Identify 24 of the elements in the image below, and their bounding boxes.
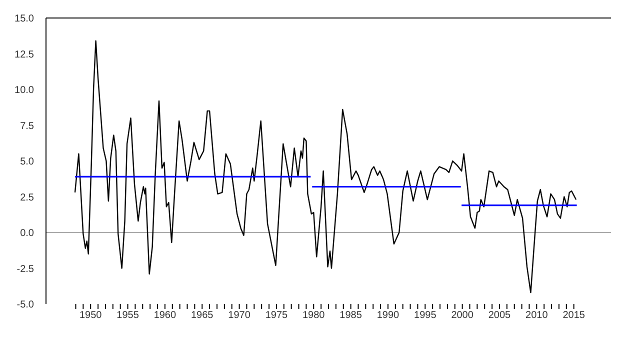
y-tick-label: -5.0	[16, 300, 34, 311]
x-tick-label: 1985	[340, 310, 362, 322]
x-tick-label: 1950	[79, 310, 102, 322]
y-tick-label: 5.0	[20, 156, 34, 168]
y-tick-label: 2.5	[20, 192, 34, 204]
y-tick-label: 10.0	[14, 85, 34, 96]
x-tick-label: 2005	[488, 310, 512, 322]
x-tick-label: 1980	[302, 310, 326, 322]
y-tick-label: 15.0	[14, 14, 34, 25]
x-tick-label: 1960	[154, 310, 177, 322]
y-tick-label: 0.0	[20, 228, 34, 240]
y-tick-label: 7.5	[20, 120, 34, 132]
x-tick-label: 1965	[190, 310, 214, 322]
x-tick-label: 1990	[376, 310, 400, 322]
x-tick-label: 1995	[414, 310, 437, 322]
y-tick-label: 12.5	[14, 49, 34, 60]
x-tick-label: 1970	[228, 310, 251, 322]
y-tick-label: -2.5	[16, 264, 34, 275]
x-tick-label: 2010	[526, 310, 548, 322]
x-tick-label: 2015	[562, 310, 586, 322]
x-tick-label: 1955	[116, 310, 140, 322]
x-tick-label: 1975	[265, 310, 288, 322]
x-tick-label: 2000	[451, 310, 474, 322]
line-series	[74, 40, 577, 294]
